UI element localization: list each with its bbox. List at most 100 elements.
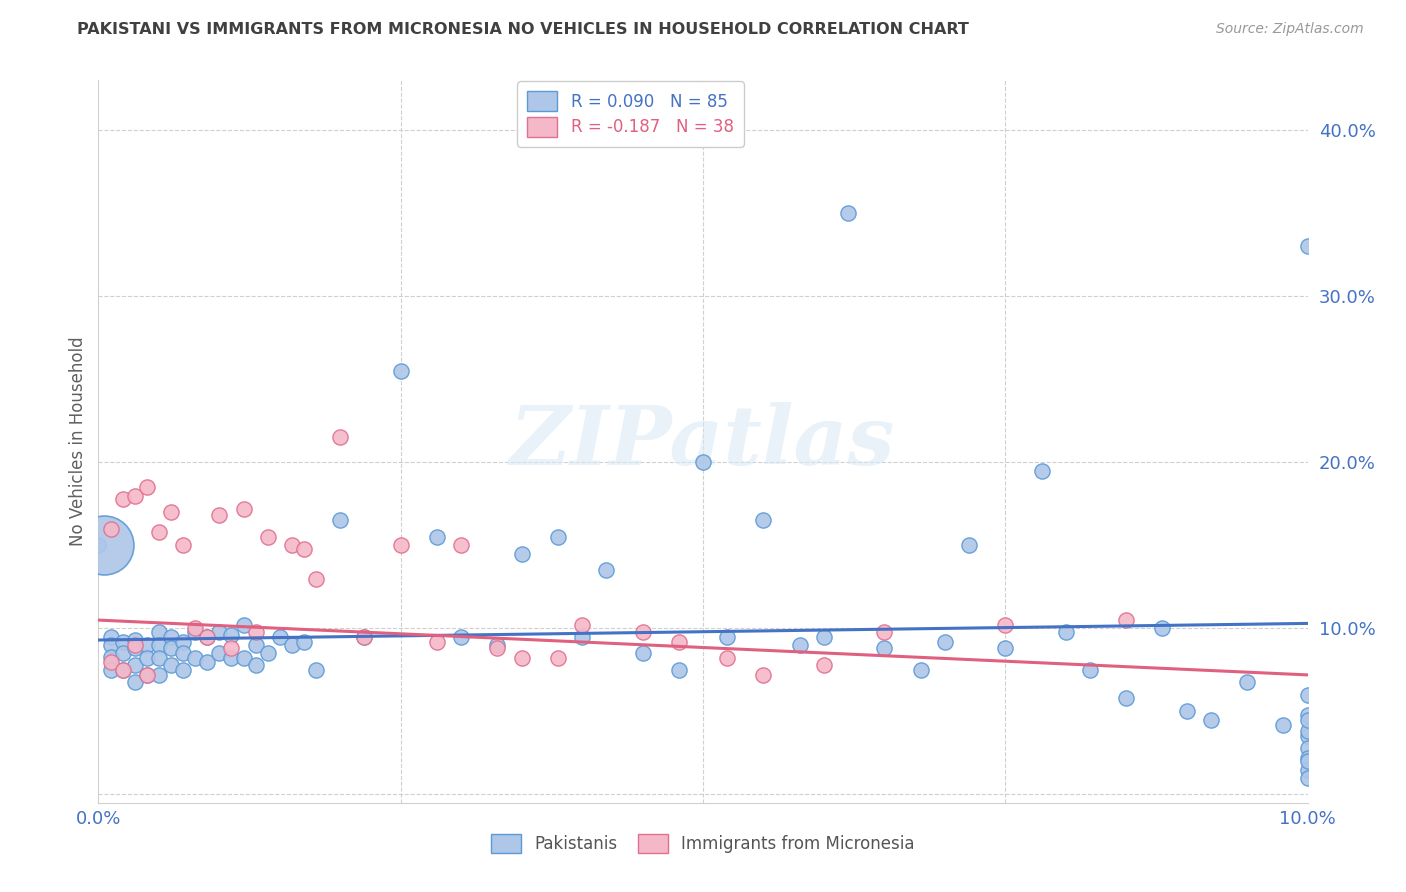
Point — [957, 538, 980, 552]
Point — [547, 651, 569, 665]
Point — [1296, 771, 1319, 785]
Point — [148, 651, 170, 665]
Point — [1296, 724, 1319, 739]
Point — [184, 651, 207, 665]
Point — [329, 430, 352, 444]
Point — [1175, 705, 1198, 719]
Point — [100, 655, 122, 669]
Point — [668, 663, 690, 677]
Point — [100, 663, 122, 677]
Point — [486, 641, 509, 656]
Point — [172, 634, 194, 648]
Point — [305, 663, 328, 677]
Point — [172, 646, 194, 660]
Point — [426, 634, 449, 648]
Point — [135, 668, 157, 682]
Point — [510, 651, 533, 665]
Point — [221, 628, 243, 642]
Point — [256, 530, 278, 544]
Point — [100, 630, 122, 644]
Point — [1078, 663, 1101, 677]
Point — [124, 657, 146, 672]
Point — [195, 655, 218, 669]
Point — [208, 646, 231, 660]
Point — [353, 630, 375, 644]
Point — [934, 634, 956, 648]
Point — [195, 630, 218, 644]
Point — [195, 630, 218, 644]
Point — [752, 513, 775, 527]
Point — [135, 651, 157, 665]
Point — [752, 668, 775, 682]
Point — [148, 524, 170, 539]
Point — [1296, 688, 1319, 702]
Point — [245, 638, 267, 652]
Point — [232, 651, 254, 665]
Point — [1296, 730, 1319, 744]
Point — [221, 641, 243, 656]
Point — [124, 641, 146, 656]
Point — [93, 538, 115, 552]
Point — [1054, 624, 1077, 639]
Point — [148, 624, 170, 639]
Point — [716, 651, 738, 665]
Point — [245, 657, 267, 672]
Point — [1296, 713, 1319, 727]
Point — [124, 489, 146, 503]
Point — [813, 630, 835, 644]
Point — [994, 618, 1017, 632]
Point — [547, 530, 569, 544]
Point — [1296, 754, 1319, 768]
Point — [631, 624, 654, 639]
Y-axis label: No Vehicles in Household: No Vehicles in Household — [69, 336, 87, 547]
Point — [1296, 239, 1319, 253]
Point — [994, 641, 1017, 656]
Point — [160, 641, 183, 656]
Point — [426, 530, 449, 544]
Point — [910, 663, 932, 677]
Point — [135, 638, 157, 652]
Text: ZIPatlas: ZIPatlas — [510, 401, 896, 482]
Point — [184, 621, 207, 635]
Point — [135, 480, 157, 494]
Point — [292, 634, 315, 648]
Point — [124, 633, 146, 648]
Point — [111, 663, 134, 677]
Point — [1031, 464, 1053, 478]
Point — [1296, 707, 1319, 722]
Point — [1152, 621, 1174, 635]
Text: Source: ZipAtlas.com: Source: ZipAtlas.com — [1216, 22, 1364, 37]
Point — [1115, 691, 1137, 706]
Point — [1115, 613, 1137, 627]
Point — [595, 563, 617, 577]
Point — [668, 634, 690, 648]
Point — [873, 624, 896, 639]
Point — [692, 455, 714, 469]
Point — [292, 541, 315, 556]
Point — [184, 624, 207, 639]
Point — [160, 630, 183, 644]
Point — [135, 668, 157, 682]
Point — [172, 538, 194, 552]
Point — [111, 634, 134, 648]
Point — [232, 501, 254, 516]
Point — [172, 663, 194, 677]
Point — [1296, 741, 1319, 756]
Point — [160, 505, 183, 519]
Point — [1199, 713, 1222, 727]
Point — [1296, 763, 1319, 777]
Point — [389, 538, 412, 552]
Point — [1296, 751, 1319, 765]
Point — [281, 538, 304, 552]
Point — [281, 638, 304, 652]
Point — [124, 674, 146, 689]
Point — [813, 657, 835, 672]
Point — [510, 547, 533, 561]
Legend: Pakistanis, Immigrants from Micronesia: Pakistanis, Immigrants from Micronesia — [485, 827, 921, 860]
Point — [208, 508, 231, 523]
Point — [450, 538, 472, 552]
Point — [100, 649, 122, 664]
Point — [305, 572, 328, 586]
Point — [329, 513, 352, 527]
Point — [124, 638, 146, 652]
